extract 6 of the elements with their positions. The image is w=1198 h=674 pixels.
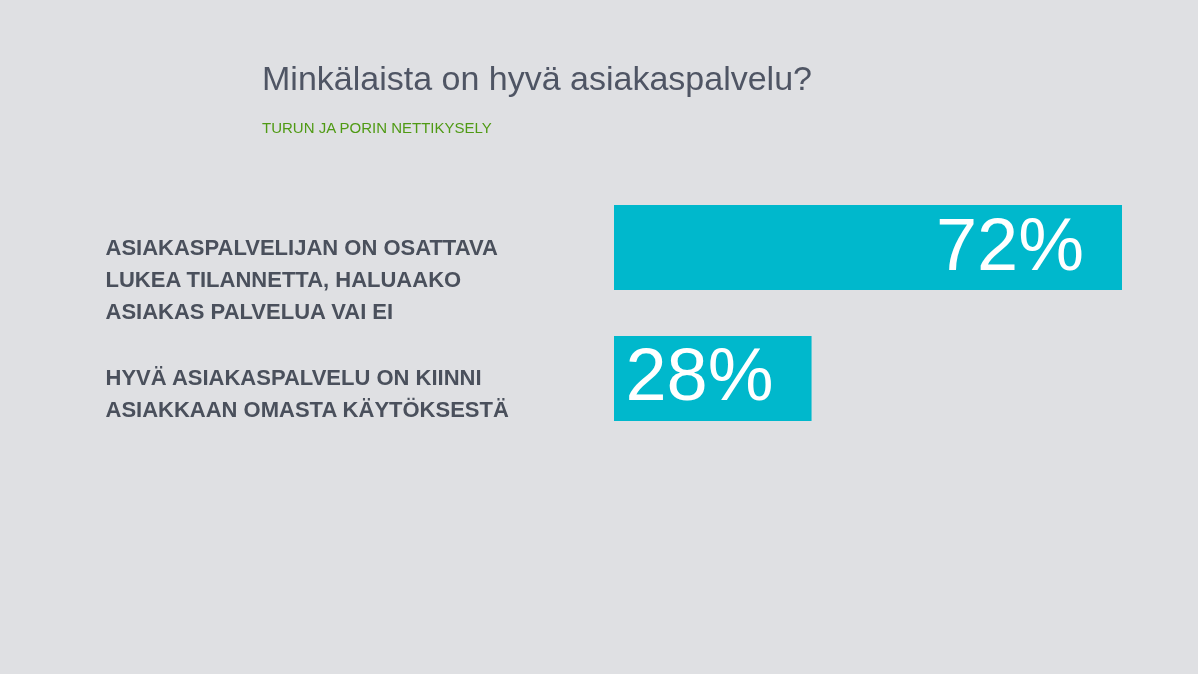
y-tick-label: ASIAKASPALVELIJAN ON OSATTAVA LUKEA TILANNETTA, HALUAAKO ASIAKAS PALVELUA VAI EI	[105, 234, 498, 324]
text: TURUN JA PORIN NETTIKYSELY	[262, 119, 492, 136]
data-label: 28%	[625, 333, 774, 417]
data-label: 72%	[935, 202, 1084, 286]
chart-title: Minkälaista on hyvä asiakaspalvelu?	[262, 59, 812, 97]
y-tick-label: HYVÄ ASIAKASPALVELU ON KIINNI ASIAKKAAN OMASTA KÄYTÖKSESTÄ	[105, 365, 509, 423]
